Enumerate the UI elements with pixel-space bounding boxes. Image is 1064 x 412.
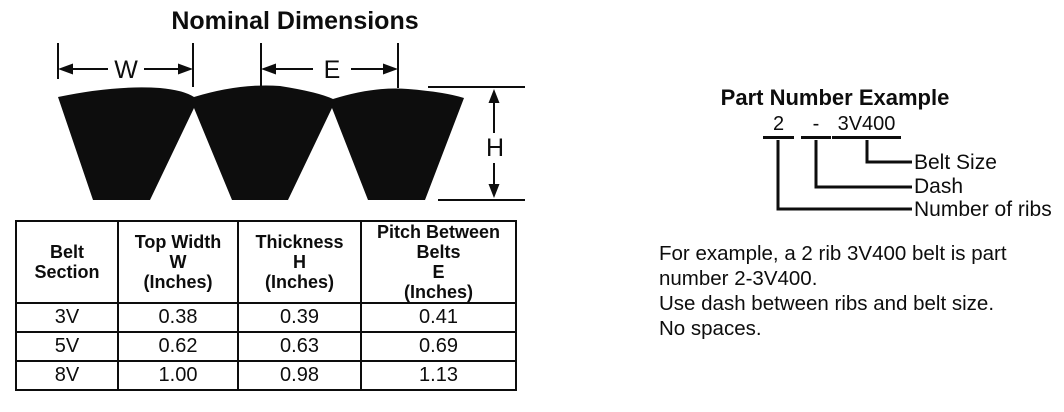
note-line: For example, a 2 rib 3V400 belt is part <box>659 242 1007 265</box>
part-number-notes: For example, a 2 rib 3V400 belt is part … <box>659 241 1059 341</box>
w-left-arrowhead <box>58 63 73 75</box>
cell-pitch: 0.41 <box>360 302 517 333</box>
cell-section: 3V <box>15 302 119 333</box>
note-line: Use dash between ribs and belt size. <box>659 292 995 315</box>
width-dimension-w: W <box>58 56 193 84</box>
header-thickness: Thickness H (Inches) <box>237 220 362 304</box>
table-row: 3V 0.38 0.39 0.41 <box>15 302 517 333</box>
belt-dimensions-table: Belt Section Top Width W (Inches) Thickn… <box>15 220 517 391</box>
callout-dash: Dash <box>914 175 964 198</box>
nominal-dimensions-title: Nominal Dimensions <box>171 7 419 35</box>
belt-cross-section-diagram: W E H <box>57 43 525 201</box>
e-left-arrowhead <box>261 63 276 75</box>
e-right-arrowhead <box>383 63 398 75</box>
note-line: number 2-3V400. <box>659 267 818 290</box>
dimension-label-e: E <box>324 56 341 84</box>
leader-dash <box>814 140 912 189</box>
table-row: 5V 0.62 0.63 0.69 <box>15 331 517 362</box>
callout-number-of-ribs: Number of ribs <box>914 198 1052 221</box>
height-dimension-h: H <box>428 86 525 201</box>
h-down-arrowhead <box>488 184 500 198</box>
cell-thick: 0.98 <box>237 360 362 391</box>
table-header-row: Belt Section Top Width W (Inches) Thickn… <box>15 220 517 304</box>
leader-ribs <box>776 140 912 211</box>
dimension-label-h: H <box>486 134 504 162</box>
cell-section: 8V <box>15 360 119 391</box>
cell-thick: 0.39 <box>237 302 362 333</box>
header-belt-section: Belt Section <box>15 220 119 304</box>
note-line: No spaces. <box>659 317 762 340</box>
cell-pitch: 0.69 <box>360 331 517 362</box>
dimension-extension-ticks <box>57 43 399 88</box>
header-top-width: Top Width W (Inches) <box>117 220 239 304</box>
cell-width: 0.62 <box>117 331 239 362</box>
w-right-arrowhead <box>178 63 193 75</box>
dimension-label-w: W <box>114 56 138 84</box>
h-up-arrowhead <box>488 89 500 103</box>
part-number-size-value: 3V400 <box>832 113 901 139</box>
cell-width: 1.00 <box>117 360 239 391</box>
part-number-example-title: Part Number Example <box>720 85 950 110</box>
part-number-dash-value: - <box>801 113 831 139</box>
part-number-ribs-value: 2 <box>763 113 794 139</box>
cell-pitch: 1.13 <box>360 360 517 391</box>
header-pitch: Pitch Between Belts E (Inches) <box>360 220 517 304</box>
leader-belt-size <box>865 140 912 164</box>
pitch-dimension-e: E <box>261 56 398 84</box>
cell-thick: 0.63 <box>237 331 362 362</box>
cell-section: 5V <box>15 331 119 362</box>
part-number-leader-lines <box>776 140 912 211</box>
belt-silhouette <box>58 85 464 200</box>
table-row: 8V 1.00 0.98 1.13 <box>15 360 517 391</box>
cell-width: 0.38 <box>117 302 239 333</box>
callout-belt-size: Belt Size <box>914 151 997 174</box>
